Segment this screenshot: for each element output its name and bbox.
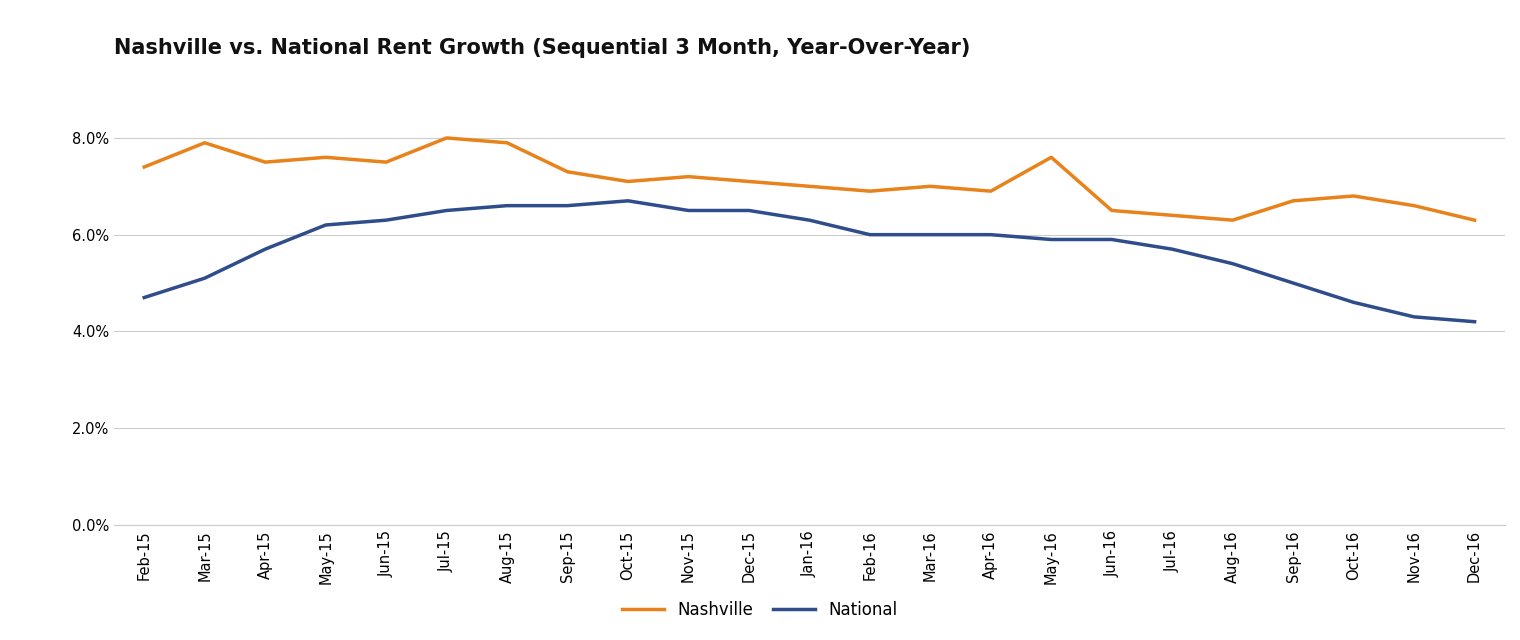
National [499,202,517,209]
Nashville [1224,216,1242,224]
Nashville [558,168,576,175]
National [921,231,939,239]
Nashville [255,158,274,166]
National [1224,260,1242,268]
National [316,221,334,229]
National [255,245,274,253]
National [1345,298,1363,306]
National [135,294,154,301]
Nashville [679,173,698,180]
Nashville [619,178,637,186]
Nashville [377,158,395,166]
National [619,197,637,205]
National [438,207,456,214]
National [1465,318,1484,326]
National [800,216,818,224]
Nashville [1284,197,1303,205]
Nashville [1102,207,1120,214]
Nashville [1163,211,1181,219]
National [982,231,1000,239]
Nashville [1465,216,1484,224]
National [1163,245,1181,253]
National [377,216,395,224]
Nashville [982,188,1000,195]
Nashville [800,182,818,190]
Nashville [135,163,154,171]
Legend: Nashville, National: Nashville, National [616,594,904,625]
Text: Nashville vs. National Rent Growth (Sequential 3 Month, Year-Over-Year): Nashville vs. National Rent Growth (Sequ… [114,38,970,58]
Nashville [438,134,456,142]
National [196,275,214,282]
National [1284,279,1303,287]
National [860,231,879,239]
National [1043,236,1061,243]
National [1102,236,1120,243]
Nashville [196,139,214,147]
National [558,202,576,209]
Nashville [860,188,879,195]
National [740,207,758,214]
National [1404,313,1423,321]
National [679,207,698,214]
Line: Nashville: Nashville [144,138,1474,220]
Line: National: National [144,201,1474,322]
Nashville [921,182,939,190]
Nashville [740,178,758,186]
Nashville [316,154,334,161]
Nashville [1345,192,1363,200]
Nashville [499,139,517,147]
Nashville [1043,154,1061,161]
Nashville [1404,202,1423,209]
